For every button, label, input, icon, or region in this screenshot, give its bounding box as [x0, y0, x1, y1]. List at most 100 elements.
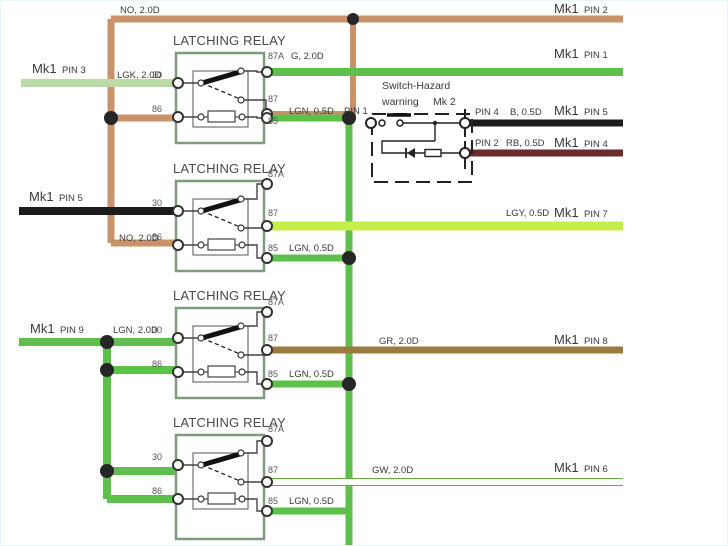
- node-lgn-r2: [342, 251, 356, 265]
- relay-2-title: LATCHING RELAY: [173, 161, 286, 176]
- connector-mk1-pin-4-pin: PIN 4: [584, 139, 608, 150]
- relay-3-terminal-30: 30: [152, 325, 162, 335]
- label-lgn-05d-2: LGN, 0.5D: [289, 243, 334, 254]
- connector-mk1-pin-3: Mk1 PIN 3: [32, 61, 86, 76]
- relay-3-terminal-85: 85: [268, 369, 278, 379]
- relay-4-terminals: [172, 435, 273, 517]
- relay-3-title: LATCHING RELAY: [173, 288, 286, 303]
- relay-1-terminal-30: 30: [152, 70, 162, 80]
- connector-mk1-pin-5-left: Mk1 PIN 5: [29, 189, 83, 204]
- switch-hazard-pin-out-top: PIN 4: [475, 107, 499, 118]
- node-lgn-r3: [342, 377, 356, 391]
- junction-nodes: [100, 13, 359, 478]
- diode-icon: [407, 148, 415, 158]
- label-gw-20d: GW, 2.0D: [372, 465, 413, 476]
- relay-1[interactable]: [172, 51, 273, 145]
- switch-hazard-warning-box[interactable]: [365, 109, 473, 183]
- relay-3[interactable]: [172, 306, 273, 400]
- connector-mk1-pin-8-prefix: Mk1: [554, 332, 579, 347]
- connector-mk1-pin-6-prefix: Mk1: [554, 460, 579, 475]
- switch-hazard-line2: warning: [381, 96, 419, 108]
- connector-mk1-pin-8: Mk1 PIN 8: [554, 332, 608, 347]
- relay-2-terminal-87: 87: [268, 208, 278, 218]
- relay-3-contact-arm: [199, 324, 243, 341]
- relay-3-terminal-87: 87: [268, 333, 278, 343]
- switch-hazard-dashed-outline: [371, 113, 473, 183]
- relay-2-contact-arm: [199, 197, 243, 214]
- relay-1-terminal-85: 85: [268, 116, 278, 126]
- switch-hazard-line3: Mk 2: [433, 96, 456, 108]
- node-green-r3-86: [100, 363, 114, 377]
- connector-mk1-pin-5-right-pin: PIN 5: [584, 107, 608, 118]
- relay-1-terminal-86: 86: [152, 104, 162, 114]
- label-lgn-05d-3: LGN, 0.5D: [289, 369, 334, 380]
- connector-mk1-pin-1-pin: PIN 1: [584, 50, 608, 61]
- relay-1-contact-arm: [199, 69, 243, 86]
- connector-mk1-pin-7: Mk1 PIN 7: [554, 205, 608, 220]
- relay-1-terminal-87: 87: [268, 94, 278, 104]
- label-lgn-20d: LGN, 2.0D: [113, 325, 158, 336]
- connector-mk1-pin-9-prefix: Mk1: [30, 321, 55, 336]
- relay-4-terminal-86: 86: [152, 486, 162, 496]
- connector-mk1-pin-2-pin: PIN 2: [584, 5, 608, 16]
- relay-2-terminals: [172, 178, 273, 264]
- connector-mk1-pin-2-prefix: Mk1: [554, 1, 579, 16]
- connector-mk1-pin-2: Mk1 PIN 2: [554, 1, 608, 16]
- label-lgy: LGY, 0.5D: [506, 208, 549, 219]
- connector-mk1-pin-5-right: Mk1 PIN 5: [554, 103, 608, 118]
- label-lgk: LGK, 2.0D: [117, 70, 161, 81]
- connector-mk1-pin-1-prefix: Mk1: [554, 46, 579, 61]
- connector-mk1-pin-6-pin: PIN 6: [584, 464, 608, 475]
- label-gr-20d: GR, 2.0D: [379, 336, 419, 347]
- relay-4-coil: [207, 492, 236, 505]
- relay-4[interactable]: [172, 433, 273, 541]
- wire-gw-20d: [269, 478, 623, 486]
- switch-hazard-pin-out-bottom: PIN 2: [475, 138, 499, 149]
- relay-2-terminal-85: 85: [268, 243, 278, 253]
- connector-mk1-pin-6: Mk1 PIN 6: [554, 460, 608, 475]
- label-no-top: NO, 2.0D: [120, 5, 160, 16]
- relay-2-terminal-86: 86: [152, 232, 162, 242]
- relay-3-coil: [207, 365, 236, 378]
- resistor-icon: [424, 148, 442, 158]
- node-green-r4-30: [100, 464, 114, 478]
- label-lgn-05d-1: LGN, 0.5D: [289, 106, 334, 117]
- connector-mk1-pin-9: Mk1 PIN 9: [30, 321, 84, 336]
- relay-2-coil: [207, 238, 236, 251]
- label-no-mid: NO, 2.0D: [119, 233, 159, 244]
- label-b-05d: B, 0.5D: [510, 107, 542, 118]
- label-lgn-05d-4: LGN, 0.5D: [289, 496, 334, 507]
- node-brown-top: [347, 13, 359, 25]
- relay-2-terminal-87a: 87A: [268, 169, 284, 179]
- connector-mk1-pin-5-right-prefix: Mk1: [554, 103, 579, 118]
- connector-mk1-pin-7-pin: PIN 7: [584, 209, 608, 220]
- relay-4-title: LATCHING RELAY: [173, 415, 286, 430]
- hazard-pin2-terminal: [459, 147, 471, 159]
- connector-mk1-pin-7-prefix: Mk1: [554, 205, 579, 220]
- node-brown-86-r1: [104, 111, 118, 125]
- connector-mk1-pin-5-left-prefix: Mk1: [29, 189, 54, 204]
- relay-1-coil: [207, 110, 236, 123]
- connector-mk1-pin-5-left-pin: PIN 5: [59, 193, 83, 204]
- relay-3-terminal-87a: 87A: [268, 297, 284, 307]
- relay-1-terminal-87a: 87A: [268, 51, 284, 61]
- hazard-pin1-terminal: [365, 117, 377, 129]
- relay-4-terminal-87a: 87A: [268, 424, 284, 434]
- relay-4-terminal-85: 85: [268, 496, 278, 506]
- node-lgn-pin1: [342, 111, 356, 125]
- label-g-20d: G, 2.0D: [291, 51, 324, 62]
- relay-1-title: LATCHING RELAY: [173, 33, 286, 48]
- connector-mk1-pin-1: Mk1 PIN 1: [554, 46, 608, 61]
- connector-mk1-pin-8-pin: PIN 8: [584, 336, 608, 347]
- wire-no-brown-bus: [107, 15, 353, 247]
- connector-mk1-pin-4: Mk1 PIN 4: [554, 135, 608, 150]
- relay-4-contact-arm: [199, 451, 243, 468]
- relay-2-terminal-30: 30: [152, 198, 162, 208]
- relay-1-terminals: [172, 66, 273, 124]
- switch-hazard-pin-in: PIN 1: [344, 106, 368, 117]
- relay-2[interactable]: [172, 178, 273, 273]
- connector-mk1-pin-3-pin: PIN 3: [62, 65, 86, 76]
- relay-3-terminal-86: 86: [152, 359, 162, 369]
- relay-3-terminals: [172, 306, 273, 390]
